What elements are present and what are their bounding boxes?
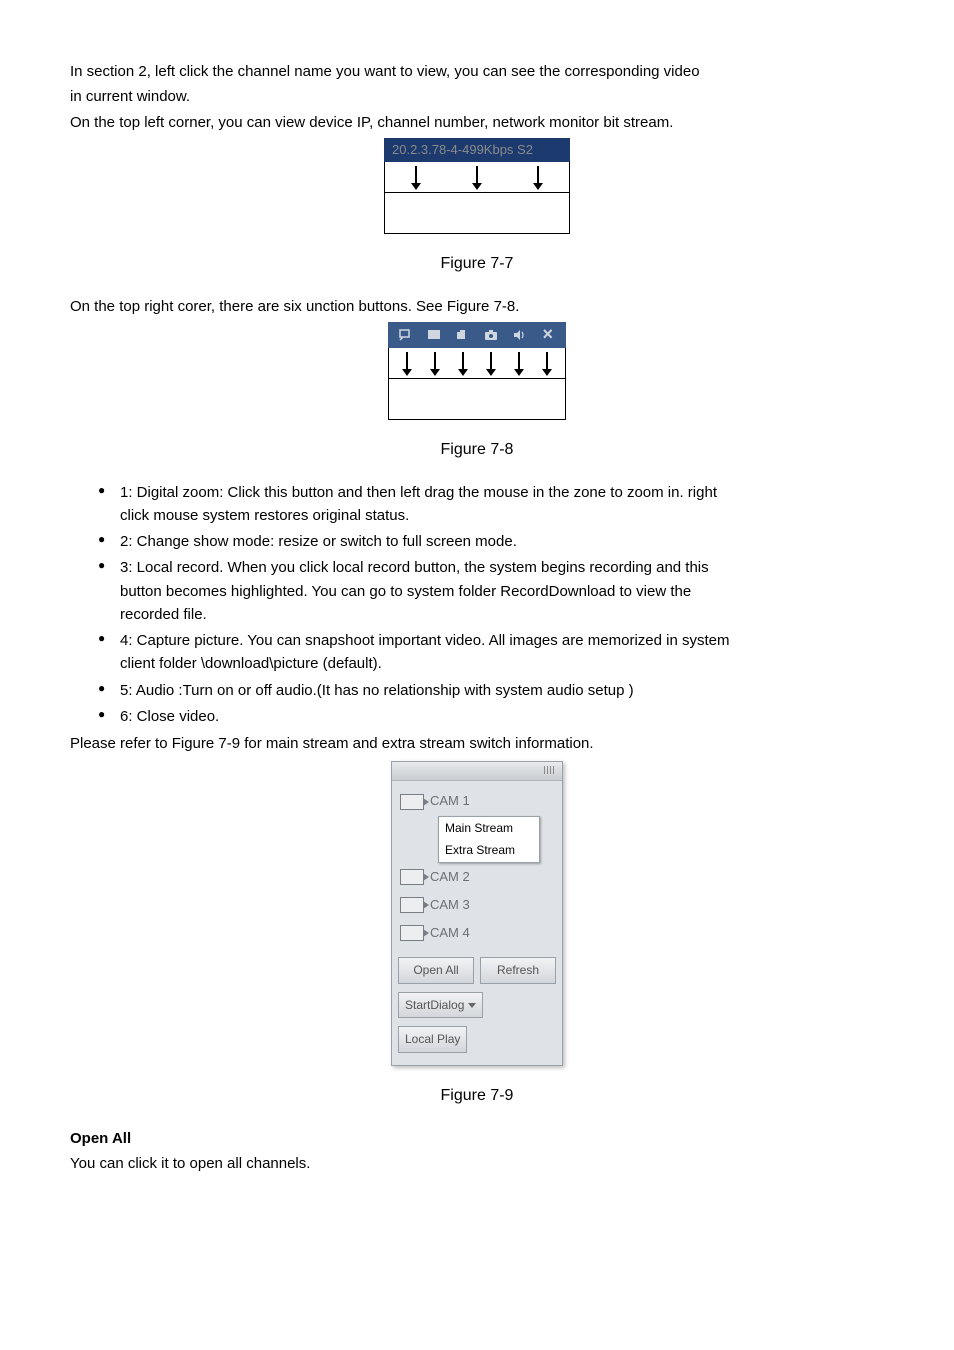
capture-picture-icon[interactable] <box>482 326 500 344</box>
cam-label: CAM 3 <box>430 895 470 915</box>
figure-7-7: 20.2.3.78-4-499Kbps S2 <box>70 138 884 234</box>
refresh-button[interactable]: Refresh <box>480 957 556 984</box>
cam-item-3[interactable]: CAM 3 <box>398 891 556 919</box>
cam-item-4[interactable]: CAM 4 <box>398 919 556 947</box>
fig77-arrow-row <box>384 162 570 193</box>
cam-item-1[interactable]: CAM 1 <box>398 787 556 815</box>
bullet-4: 4: Capture picture. You can snapshoot im… <box>98 629 884 676</box>
arrow-down-icon <box>462 352 464 370</box>
arrow-down-icon <box>518 352 520 370</box>
bullet-1b: click mouse system restores original sta… <box>120 507 409 524</box>
local-play-button[interactable]: Local Play <box>398 1026 467 1053</box>
fig78-empty-box <box>388 379 566 420</box>
button-row: Open All Refresh <box>398 957 556 984</box>
bullet-list: 1: Digital zoom: Click this button and t… <box>70 481 884 729</box>
ctx-main-stream[interactable]: Main Stream <box>439 817 539 840</box>
figure-7-7-label: Figure 7-7 <box>70 252 884 277</box>
bullet-3a: 3: Local record. When you click local re… <box>120 559 709 576</box>
grip-icon <box>544 766 556 774</box>
open-all-heading: Open All <box>70 1127 884 1150</box>
cam-label: CAM 1 <box>430 791 470 811</box>
camera-icon <box>400 897 424 913</box>
arrow-down-icon <box>434 352 436 370</box>
figure-7-9: CAM 1 Main Stream Extra Stream CAM 2 CAM… <box>70 761 884 1066</box>
start-dialog-button[interactable]: StartDialog <box>398 992 483 1019</box>
ctx-extra-stream[interactable]: Extra Stream <box>439 839 539 862</box>
camera-icon <box>400 925 424 941</box>
panel-body: CAM 1 Main Stream Extra Stream CAM 2 CAM… <box>392 781 562 1065</box>
fig77-empty-box <box>384 193 570 234</box>
intro-p2: On the top left corner, you can view dev… <box>70 111 884 134</box>
fig78-arrow-row <box>388 348 566 379</box>
intro-p1a: In section 2, left click the channel nam… <box>70 60 884 83</box>
bullet-4a: 4: Capture picture. You can snapshoot im… <box>120 632 730 649</box>
mid-text: On the top right corer, there are six un… <box>70 295 884 318</box>
bullet-1: 1: Digital zoom: Click this button and t… <box>98 481 884 528</box>
arrow-down-icon <box>546 352 548 370</box>
arrow-down-icon <box>415 166 417 184</box>
figure-7-8-label: Figure 7-8 <box>70 438 884 463</box>
arrow-down-icon <box>476 166 478 184</box>
video-toolbar: × <box>388 322 566 348</box>
chevron-down-icon <box>468 1003 476 1008</box>
camera-icon <box>400 869 424 885</box>
audio-icon[interactable] <box>510 326 528 344</box>
stream-context-menu: Main Stream Extra Stream <box>438 816 540 863</box>
intro-p1b: in current window. <box>70 85 884 108</box>
figure-7-8: × <box>70 322 884 420</box>
bullet-5: 5: Audio :Turn on or off audio.(It has n… <box>98 679 884 702</box>
bullet-3c: recorded file. <box>120 606 207 623</box>
cam-label: CAM 2 <box>430 867 470 887</box>
bullet-2: 2: Change show mode: resize or switch to… <box>98 530 884 553</box>
close-icon[interactable]: × <box>539 326 557 344</box>
arrow-down-icon <box>537 166 539 184</box>
open-all-button[interactable]: Open All <box>398 957 474 984</box>
cam-label: CAM 4 <box>430 923 470 943</box>
open-all-text: You can click it to open all channels. <box>70 1152 884 1175</box>
bullet-4b: client folder \download\picture (default… <box>120 655 382 672</box>
bullet-1a: 1: Digital zoom: Click this button and t… <box>120 484 717 501</box>
panel-header <box>392 762 562 781</box>
local-record-icon[interactable] <box>454 326 472 344</box>
arrow-down-icon <box>406 352 408 370</box>
camera-icon <box>400 794 424 810</box>
show-mode-icon[interactable] <box>425 326 443 344</box>
start-dialog-label: StartDialog <box>405 996 464 1015</box>
bullet-6: 6: Close video. <box>98 705 884 728</box>
cam-item-2[interactable]: CAM 2 <box>398 863 556 891</box>
arrow-down-icon <box>490 352 492 370</box>
digital-zoom-icon[interactable] <box>397 326 415 344</box>
bullet-3b: button becomes highlighted. You can go t… <box>120 583 691 600</box>
bullet-3: 3: Local record. When you click local re… <box>98 556 884 626</box>
video-info-bar: 20.2.3.78-4-499Kbps S2 <box>384 138 570 162</box>
post-bullets: Please refer to Figure 7-9 for main stre… <box>70 732 884 755</box>
figure-7-9-label: Figure 7-9 <box>70 1084 884 1109</box>
